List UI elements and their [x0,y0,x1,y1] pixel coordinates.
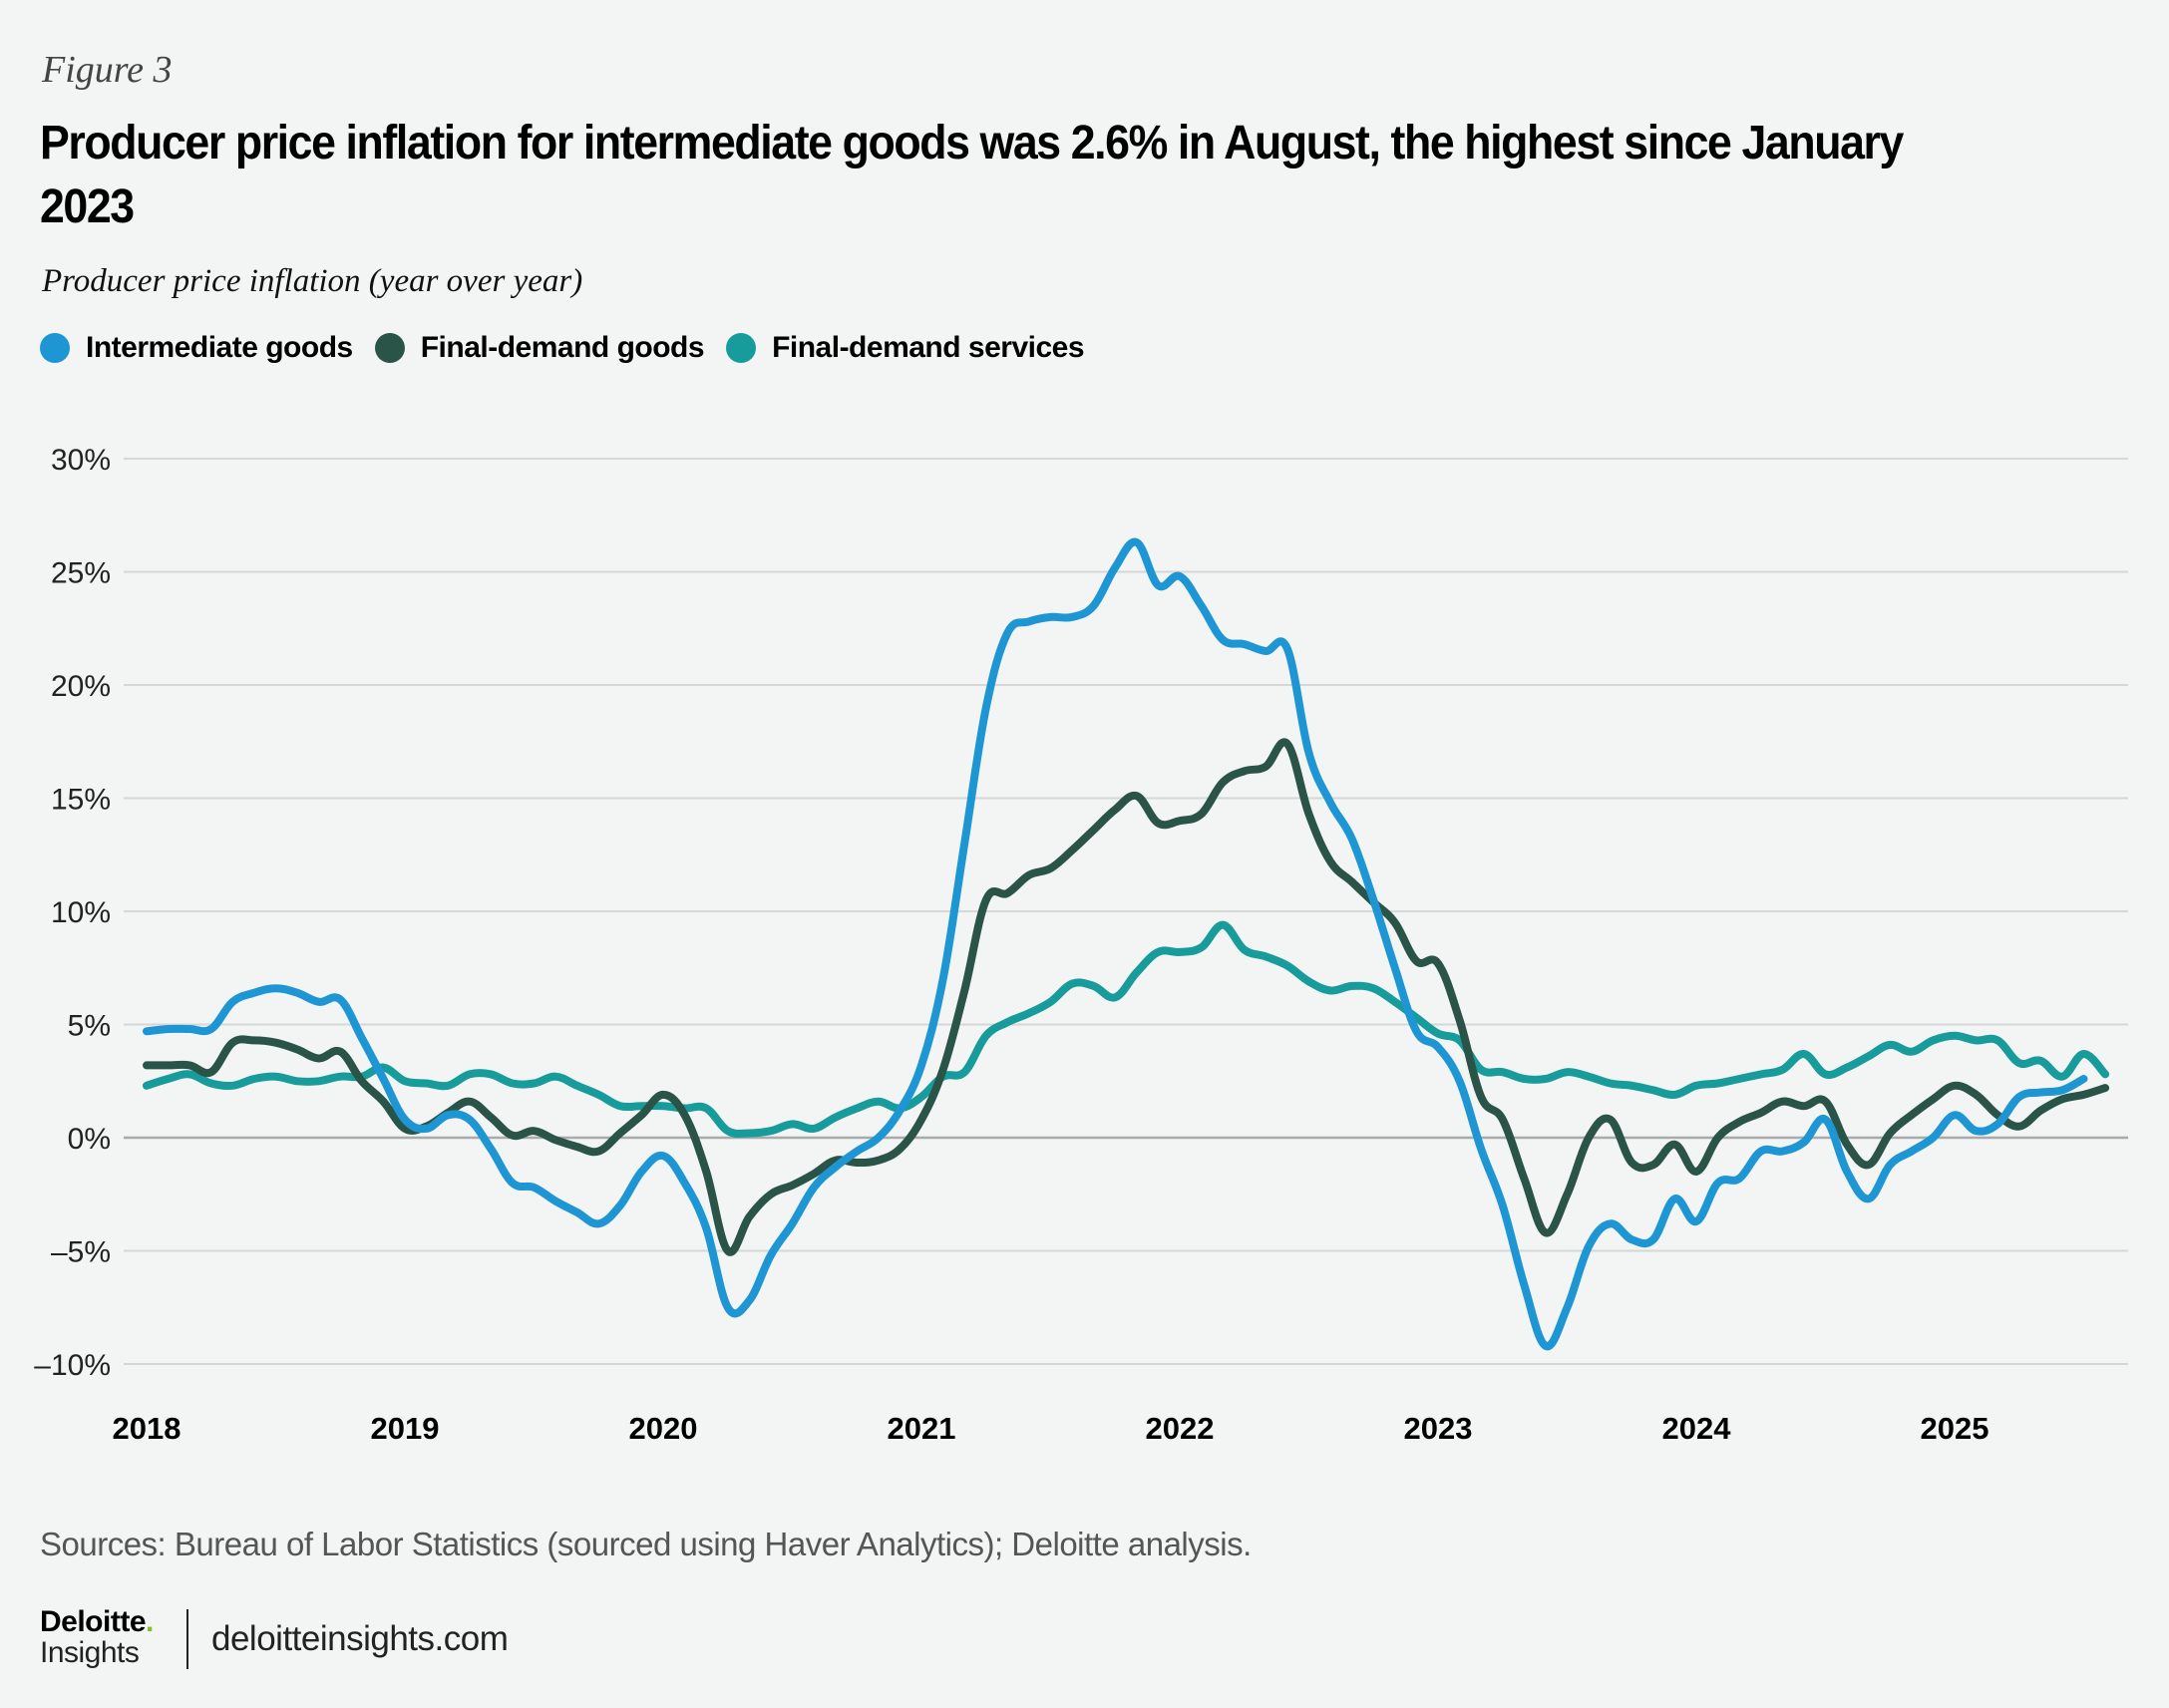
series-line-intermediate-goods [143,537,2088,1351]
legend-item-final-demand-goods: Final-demand goods [374,331,705,365]
legend-label: Final-demand services [772,331,1085,364]
legend-item-final-demand-services: Final-demand services [726,331,1085,365]
legend-label: Intermediate goods [86,331,353,364]
logo-sub: Insights [40,1636,140,1669]
x-tick-label: 2020 [629,1411,698,1446]
legend-label: Final-demand goods [420,331,705,364]
chart-subtitle: Producer price inflation (year over year… [42,263,583,299]
deloitte-insights-logo: Deloitte. Insights [40,1607,154,1669]
sources-note: Sources: Bureau of Labor Statistics (sou… [40,1526,1252,1562]
site-link[interactable]: deloitteinsights.com [211,1619,509,1658]
series-lines [143,537,2110,1351]
chart-title: Producer price inflation for intermediat… [40,117,1904,233]
logo-brand-text: Deloitte [40,1605,147,1638]
y-tick-label: –10% [34,1349,111,1382]
y-axis-labels: 30% 25% 20% 15% 10% 5% 0% –5% –10% [34,444,111,1382]
x-tick-label: 2021 [888,1411,956,1446]
y-tick-label: –5% [51,1236,111,1269]
x-tick-label: 2018 [113,1411,181,1446]
figure-label: Figure 3 [42,49,173,91]
x-tick-label: 2019 [371,1411,440,1446]
y-tick-label: 30% [51,444,111,477]
series-line-final-demand-goods [143,738,2110,1256]
x-tick-label: 2023 [1404,1411,1473,1446]
y-tick-label: 0% [68,1123,111,1156]
legend-item-intermediate-goods: Intermediate goods [40,331,353,365]
x-tick-label: 2022 [1146,1411,1215,1446]
x-tick-label: 2024 [1662,1411,1732,1446]
gridlines [124,458,2128,1365]
logo-brand: Deloitte. [40,1607,154,1637]
legend-dot-icon [726,333,757,363]
logo-green-dot-icon: . [146,1605,154,1638]
legend-dot-icon [374,333,405,363]
logo-divider [186,1609,188,1669]
y-tick-label: 10% [51,896,111,929]
legend: Intermediate goods Final-demand goods Fi… [40,331,1106,365]
series-line-final-demand-services [143,920,2110,1139]
y-tick-label: 5% [68,1010,111,1043]
x-tick-label: 2025 [1921,1411,1989,1446]
y-tick-label: 25% [51,557,111,590]
legend-dot-icon [40,333,70,363]
y-tick-label: 15% [51,784,111,817]
x-axis-labels: 2018 2019 2020 2021 2022 2023 2024 2025 [113,1411,1989,1446]
y-tick-label: 20% [51,670,111,703]
